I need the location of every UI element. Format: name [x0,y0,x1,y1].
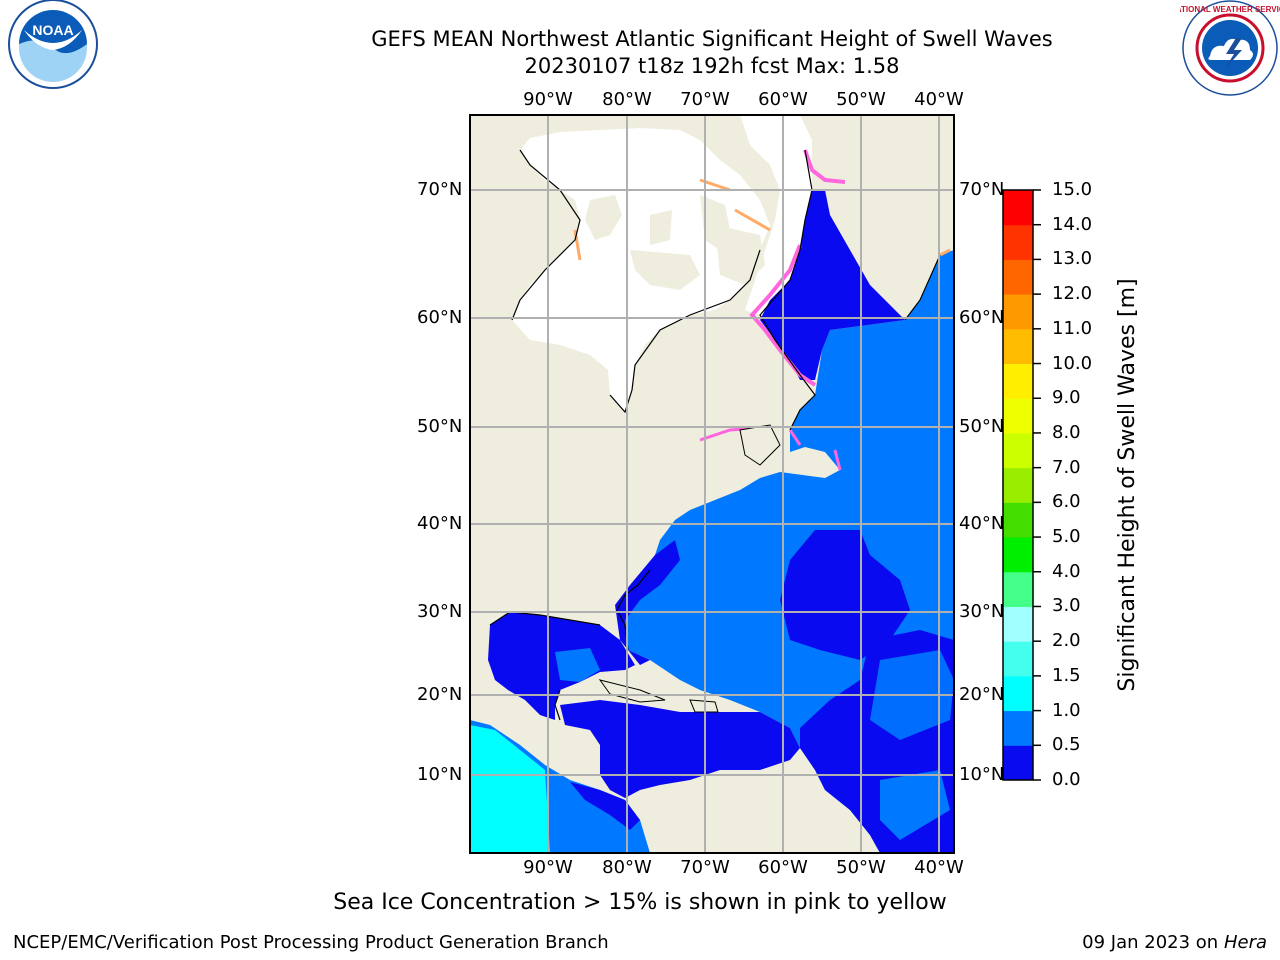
colorbar-swatch [1003,641,1033,677]
colorbar-tick-label: 1.0 [1052,699,1081,721]
lat-label: 60°N [959,307,1005,328]
lat-label: 50°N [417,416,463,437]
colorbar-swatch [1003,294,1033,330]
colorbar-swatch [1003,675,1033,712]
lon-label: 70°W [680,89,730,110]
lon-label: 60°W [758,857,808,878]
credit-text: NCEP/EMC/Verification Post Processing Pr… [13,932,609,953]
colorbar-swatch [1003,745,1033,781]
colorbar-tick-label: 10.0 [1052,352,1093,374]
lon-label: 90°W [523,89,573,110]
colorbar-tick-label: 9.0 [1052,387,1081,409]
run-date-text: 09 Jan 2023 on [1082,932,1224,953]
colorbar-tick-label: 3.0 [1052,595,1081,617]
colorbar-swatch [1003,606,1033,642]
lat-label: 50°N [959,416,1005,437]
colorbar-tick-label: 0.0 [1052,769,1081,790]
lat-label: 70°N [417,179,463,200]
lon-label: 70°W [680,857,730,878]
lat-label: 40°N [417,513,463,534]
lon-label: 80°W [602,857,652,878]
lat-label: 10°N [959,764,1005,785]
colorbar-swatch [1003,571,1033,607]
colorbar-swatch [1003,537,1033,573]
colorbar-tick-label: 7.0 [1052,456,1081,478]
lat-label: 30°N [959,601,1005,622]
colorbar-swatch [1003,710,1033,746]
colorbar-swatch [1003,224,1033,260]
colorbar-swatch [1003,259,1033,295]
chart-subtitle: 20230107 t18z 192h fcst Max: 1.58 [524,54,900,78]
lon-label: 50°W [836,89,886,110]
map-frame [469,114,955,854]
system-name: Hera [1223,932,1267,953]
colorbar-tick-label: 1.5 [1052,664,1081,686]
colorbar-tick-label: 2.0 [1052,630,1081,652]
colorbar-swatch [1003,363,1033,399]
lat-label: 10°N [417,764,463,785]
colorbar-tick-label: 13.0 [1052,248,1093,270]
colorbar-frame [1002,189,1034,781]
colorbar-tick-label: 8.0 [1052,421,1081,443]
colorbar-swatch [1003,328,1033,365]
colorbar-tick-label: 15.0 [1052,179,1093,200]
colorbar-tick-label: 5.0 [1052,526,1081,548]
colorbar [1003,190,1033,781]
noaa-logo-text: NOAA [32,22,73,38]
lat-label: 30°N [417,601,463,622]
colorbar-tick-label: 14.0 [1052,213,1093,235]
nws-logo: NATIONAL WEATHER SERVICE [1180,0,1280,96]
colorbar-swatch [1003,190,1033,226]
colorbar-swatch [1003,398,1033,434]
lon-label: 40°W [914,89,964,110]
lon-label: 50°W [836,857,886,878]
lat-label: 20°N [959,684,1005,705]
colorbar-tick-label: 6.0 [1052,491,1081,513]
nws-logo-text: NATIONAL WEATHER SERVICE [1180,5,1280,14]
colorbar-swatch [1003,467,1033,503]
lat-label: 70°N [959,179,1005,200]
run-date: 09 Jan 2023 on Hera [1082,932,1267,953]
lat-label: 40°N [959,513,1005,534]
lon-label: 40°W [914,857,964,878]
caribbean-sea [560,700,800,798]
lat-label: 20°N [417,684,463,705]
colorbar-tick-label: 4.0 [1052,560,1081,582]
noaa-logo: NOAA [8,0,98,89]
lon-label: 60°W [758,89,808,110]
sea-ice-note: Sea Ice Concentration > 15% is shown in … [333,890,947,915]
colorbar-title: Significant Height of Swell Waves [m] [1115,278,1140,692]
chart-title: GEFS MEAN Northwest Atlantic Significant… [371,27,1053,51]
colorbar-swatch [1003,432,1033,469]
cuba-island [598,679,666,703]
lon-label: 80°W [602,89,652,110]
colorbar-tick-label: 11.0 [1052,317,1093,339]
lon-label: 90°W [523,857,573,878]
colorbar-tick-label: 0.5 [1052,734,1081,756]
colorbar-tick-label: 12.0 [1052,283,1093,305]
lat-label: 60°N [417,307,463,328]
colorbar-swatch [1003,502,1033,538]
graticule [470,115,954,853]
colorbar-ticks [1033,189,1041,781]
